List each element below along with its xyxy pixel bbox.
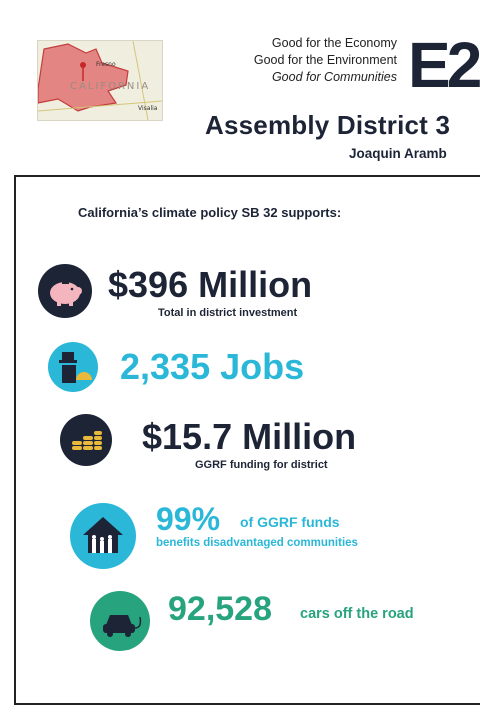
e2-logo-text: E2 [408,33,480,95]
community-house-icon [70,503,136,569]
stat-disadvantaged-inline: of GGRF funds [240,514,340,530]
stat-cars-value: 92,528 [168,590,272,628]
map-city-visalia: Visalia [138,105,158,112]
stat-cars-caption: cars off the road [300,606,414,622]
tagline-communities: Good for Communities [271,70,397,84]
stat-ggrf-funding-value: $15.7 Million [142,416,357,457]
map-state-label: CALIFORNIA [70,81,151,92]
tagline-economy: Good for the Economy [271,36,397,50]
taglines: Good for the Economy Good for the Enviro… [254,35,397,86]
district-map: Fresno Visalia CALIFORNIA [37,40,163,121]
electric-car-icon [90,591,150,651]
stat-disadvantaged-caption: benefits disadvantaged communities [156,537,358,549]
intro-heading: California’s climate policy SB 32 suppor… [78,205,342,220]
stats-card [14,175,480,705]
page-title: Assembly District 3 [205,110,451,140]
e2-logo: E2 [408,33,480,95]
stat-investment-caption: Total in district investment [158,307,298,319]
stat-investment-value: $396 Million [108,264,313,305]
stat-jobs-value: 2,335 Jobs [120,346,305,387]
assembly-member-name: Joaquin Aramb [349,146,447,161]
map-illustration [38,41,162,120]
coins-icon [60,414,112,466]
stat-ggrf-funding-caption: GGRF funding for district [195,459,328,471]
map-city-fresno: Fresno [96,61,116,68]
worker-icon [48,342,98,392]
stat-disadvantaged-value: 99% [156,501,221,537]
tagline-environment: Good for the Environment [253,53,397,67]
piggy-bank-icon [38,264,92,318]
